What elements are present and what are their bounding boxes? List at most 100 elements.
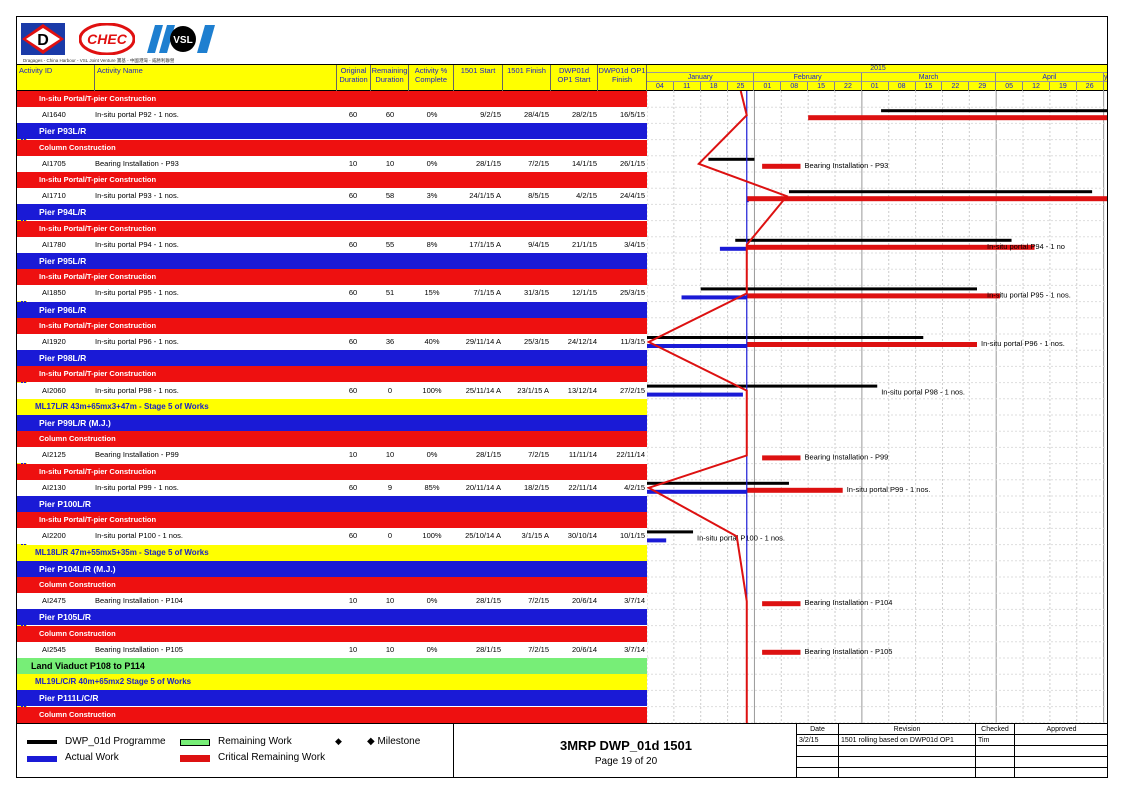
- wbs-band-blue[interactable]: Pier P100L/R: [17, 496, 647, 512]
- cell-of: 4/2/15: [624, 482, 645, 492]
- bar-label: Bearing Installation - P99: [804, 452, 888, 461]
- wbs-band-blue[interactable]: Pier P105L/R: [17, 609, 647, 626]
- cell-os: 14/1/15: [571, 158, 597, 168]
- activity-row[interactable]: AI2125 Bearing Installation - P99 10 10 0% 28…: [17, 447, 647, 464]
- activity-row[interactable]: AI1850 In-situ portal P95 - 1 nos. 60 51 15%…: [17, 285, 647, 302]
- wbs-band-blue[interactable]: Pier P99L/R (M.J.): [17, 415, 647, 431]
- col-activity-name[interactable]: Activity Name: [95, 65, 337, 91]
- cell-rd: 10: [385, 644, 395, 654]
- calendar-month: y: [1103, 74, 1108, 82]
- cell-f: 31/3/15: [523, 288, 549, 298]
- wbs-band-yellow[interactable]: ML19L/C/R 40m+65mx2 Stage 5 of Works: [17, 674, 647, 691]
- wbs-band-blue[interactable]: Pier P111L/C/R: [17, 690, 647, 707]
- wbs-band-blue[interactable]: Pier P104L/R (M.J.): [17, 560, 647, 577]
- cell-name: In-situ portal P95 - 1 nos.: [95, 288, 179, 298]
- cell-pc: 3%: [426, 191, 438, 201]
- activity-row[interactable]: AI2475 Bearing Installation - P104 10 10 0% 2…: [17, 593, 647, 610]
- table-header: Activity ID Activity Name Original Durat…: [17, 64, 1108, 91]
- logo-caption: Dragages - China Harbour - VSL Joint Ven…: [23, 58, 175, 63]
- critical-bar: [746, 293, 1001, 299]
- wbs-band-blue[interactable]: Pier P98L/R: [17, 350, 647, 367]
- cell-s: 29/11/14 A: [465, 337, 501, 346]
- activity-row[interactable]: AI1640 In-situ portal P92 - 1 nos. 60 60 0% 9…: [17, 107, 647, 124]
- activity-row[interactable]: AI1920 In-situ portal P96 - 1 nos. 60 36 40%…: [17, 334, 647, 350]
- wbs-band-red[interactable]: Column Construction: [17, 706, 647, 723]
- wbs-band-red[interactable]: Column Construction: [17, 431, 647, 448]
- wbs-band-red[interactable]: In-situ Portal/T-pier Construction: [17, 269, 647, 286]
- cell-name: In-situ portal P93 - 1 nos.: [95, 191, 179, 201]
- cell-s: 28/1/15: [475, 158, 501, 168]
- legend-actual-swatch: [27, 756, 57, 762]
- activity-row[interactable]: AI2545 Bearing Installation - P105 10 10 0% 2…: [17, 641, 647, 658]
- cell-name: Bearing Installation - P93: [95, 158, 179, 168]
- wbs-band-yellow[interactable]: ML18L/R 47m+55mx5+35m - Stage 5 of Works: [17, 544, 647, 561]
- cell-pc: 100%: [422, 385, 442, 395]
- wbs-band-red[interactable]: In-situ Portal/T-pier Construction: [17, 220, 647, 237]
- activity-row[interactable]: AI2060 In-situ portal P98 - 1 nos. 60 0 100%…: [17, 382, 647, 399]
- wbs-band-blue[interactable]: Pier P94L/R: [17, 204, 647, 221]
- cell-id: AI2475: [42, 596, 66, 606]
- activity-row[interactable]: AI1780 In-situ portal P94 - 1 nos. 60 55 8% 1…: [17, 236, 647, 253]
- wbs-band-red[interactable]: In-situ Portal/T-pier Construction: [17, 366, 647, 383]
- programme-bar: [708, 157, 755, 161]
- rev-checked: Tim: [976, 735, 1015, 746]
- col-finish-1501[interactable]: 1501 Finish: [503, 65, 551, 91]
- activity-row[interactable]: AI1710 In-situ portal P93 - 1 nos. 60 58 3% 2…: [17, 188, 647, 205]
- wbs-band-red[interactable]: In-situ Portal/T-pier Construction: [17, 512, 647, 529]
- svg-text:D: D: [37, 32, 49, 49]
- rev-description: 1501 rolling based on DWP01d OP1: [839, 735, 976, 746]
- col-activity-id[interactable]: Activity ID: [17, 65, 95, 91]
- wbs-band-red[interactable]: In-situ Portal/T-pier Construction: [17, 91, 647, 107]
- col-start-1501[interactable]: 1501 Start: [454, 65, 503, 91]
- wbs-band-red[interactable]: Column Construction: [17, 577, 647, 593]
- bar-label: In-situ portal P95 - 1 nos.: [987, 290, 1071, 299]
- svg-text:VSL: VSL: [173, 35, 192, 46]
- activity-row[interactable]: AI2130 In-situ portal P99 - 1 nos. 60 9 85% 2…: [17, 479, 647, 496]
- cell-od: 60: [348, 110, 358, 120]
- col-orig-duration[interactable]: Original Duration: [337, 65, 371, 91]
- cell-pc: 40%: [424, 337, 440, 346]
- cell-s: 25/10/14 A: [465, 531, 501, 541]
- col-op1-start[interactable]: DWP01d OP1 Start: [551, 65, 598, 91]
- wbs-band-red[interactable]: In-situ Portal/T-pier Construction: [17, 172, 647, 188]
- cell-of: 24/4/15: [619, 191, 645, 201]
- wbs-band-red[interactable]: Column Construction: [17, 139, 647, 156]
- wbs-band-red[interactable]: In-situ Portal/T-pier Construction: [17, 317, 647, 334]
- progress-line: [647, 91, 789, 723]
- wbs-band-blue[interactable]: Pier P95L/R: [17, 253, 647, 269]
- cell-id: AI2130: [42, 482, 66, 492]
- activity-row[interactable]: AI1705 Bearing Installation - P93 10 10 0% 28…: [17, 155, 647, 172]
- cell-of: 3/7/14: [624, 644, 645, 654]
- programme-bar: [700, 287, 977, 291]
- calendar-week: 15: [808, 82, 836, 91]
- cell-id: AI2060: [42, 385, 66, 395]
- wbs-band-blue[interactable]: Pier P93L/R: [17, 123, 647, 140]
- wbs-band-red[interactable]: In-situ Portal/T-pier Construction: [17, 463, 647, 480]
- wbs-band-yellow[interactable]: ML17L/R 43m+65mx3+47m - Stage 5 of Works: [17, 398, 647, 415]
- schedule-sheet: D CHEC VSL Dragages - China Harbour - VS…: [16, 16, 1108, 778]
- calendar-month: February: [754, 73, 862, 82]
- programme-bar: [788, 190, 1093, 194]
- col-op1-finish[interactable]: DWP01d OP1 Finish: [598, 65, 647, 91]
- cell-pc: 15%: [424, 288, 440, 298]
- cell-od: 10: [348, 158, 358, 168]
- cell-name: In-situ portal P94 - 1 nos.: [95, 239, 179, 249]
- actual-bar: [647, 538, 667, 543]
- actual-bar: [681, 295, 747, 300]
- activity-row[interactable]: AI2200 In-situ portal P100 - 1 nos. 60 0 100…: [17, 528, 647, 545]
- cell-f: 23/1/15 A: [517, 385, 549, 395]
- calendar-month: March: [861, 73, 997, 82]
- col-rem-duration[interactable]: Remaining Duration: [371, 65, 409, 91]
- cell-of: 16/5/15: [619, 110, 645, 120]
- cell-s: 7/1/15 A: [473, 288, 501, 298]
- wbs-band-blue[interactable]: Pier P96L/R: [17, 301, 647, 318]
- cell-od: 60: [348, 337, 358, 346]
- wbs-band-green[interactable]: Land Viaduct P108 to P114: [17, 658, 647, 674]
- programme-bar: [735, 238, 1012, 242]
- col-pct-complete[interactable]: Activity % Complete: [409, 65, 454, 91]
- cell-f: 25/3/15: [523, 337, 549, 346]
- cell-os: 11/11/14: [568, 450, 597, 460]
- wbs-band-red[interactable]: Column Construction: [17, 625, 647, 642]
- bar-label: In-situ portal P99 - 1 nos.: [847, 485, 931, 494]
- cell-os: 21/1/15: [571, 239, 597, 249]
